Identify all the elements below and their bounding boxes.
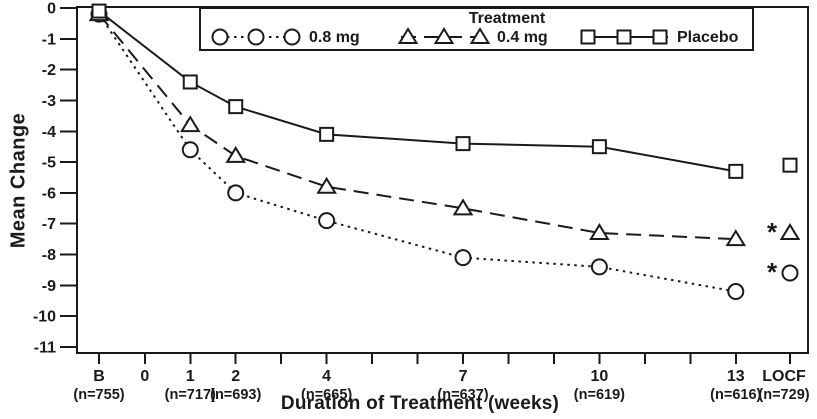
y-tick-label: -10 <box>33 309 56 326</box>
triangle-marker <box>397 27 419 44</box>
y-tick-label: -1 <box>42 31 56 48</box>
x-tick-label: 10 <box>591 368 609 385</box>
y-tick-label: -11 <box>34 340 56 357</box>
x-tick-label: B <box>93 368 105 385</box>
x-tick-label: LOCF <box>762 368 806 385</box>
y-tick-label: -3 <box>42 93 56 110</box>
x-tick-label: 1 <box>186 368 195 385</box>
legend-title: Treatment <box>469 10 546 27</box>
y-tick-label: -8 <box>42 247 56 264</box>
x-n-label: (n=755) <box>73 387 124 403</box>
square-marker <box>91 3 107 19</box>
circle-marker <box>227 184 245 202</box>
circle-marker <box>454 249 472 267</box>
circle-marker <box>781 264 799 282</box>
y-tick-label: -5 <box>42 155 56 172</box>
x-tick-label: 7 <box>459 368 468 385</box>
y-tick-label: -7 <box>42 216 56 233</box>
circle-marker <box>590 258 608 276</box>
y-tick-label: -2 <box>42 62 56 79</box>
square-marker <box>455 136 471 152</box>
triangle-marker <box>589 223 610 240</box>
x-n-label: (n=637) <box>437 387 488 403</box>
x-n-label: (n=717) <box>165 387 216 403</box>
square-marker <box>319 126 335 142</box>
square-marker <box>580 29 596 45</box>
triangle-marker <box>433 27 455 44</box>
circle-marker <box>247 28 265 46</box>
triangle-marker <box>725 229 747 247</box>
triangle-marker <box>179 115 201 133</box>
y-tick-label: -6 <box>42 185 56 202</box>
x-n-label: (n=616) <box>710 387 761 403</box>
triangle-marker <box>316 176 337 194</box>
square-marker <box>782 157 798 173</box>
legend-label: 0.4 mg <box>497 29 548 46</box>
square-marker <box>728 163 744 179</box>
square-marker <box>591 139 607 155</box>
legend-label: 0.8 mg <box>309 29 360 46</box>
circle-marker <box>318 212 336 230</box>
plot-frame <box>76 6 809 354</box>
y-tick-label: -4 <box>42 124 56 141</box>
x-n-label: (n=729) <box>758 387 809 403</box>
y-tick-label: 0 <box>47 1 56 18</box>
y-tick-label: -9 <box>42 278 56 295</box>
x-n-label: (n=619) <box>574 387 625 403</box>
circle-marker <box>727 283 745 301</box>
locf-significance-asterisk: * <box>767 257 778 287</box>
circle-marker <box>181 141 199 159</box>
x-tick-label: 4 <box>322 368 331 385</box>
x-tick-label: 2 <box>231 368 240 385</box>
x-n-label: (n=665) <box>301 387 352 403</box>
square-marker <box>228 99 244 115</box>
square-marker <box>652 29 668 45</box>
triangle-marker <box>452 198 474 216</box>
x-axis-title: Duration of Treatment (weeks) <box>280 393 560 414</box>
locf-significance-asterisk: * <box>767 217 778 247</box>
square-marker <box>182 74 198 90</box>
triangle-marker <box>779 223 801 240</box>
square-marker <box>616 29 632 45</box>
triangle-marker <box>469 27 491 44</box>
legend-label: Placebo <box>677 29 739 46</box>
circle-marker <box>211 28 229 46</box>
circle-marker <box>283 28 301 46</box>
triangle-marker <box>225 146 246 163</box>
x-tick-label: 0 <box>140 368 149 385</box>
x-tick-label: 13 <box>727 368 745 385</box>
x-n-label: (n=693) <box>210 387 261 403</box>
